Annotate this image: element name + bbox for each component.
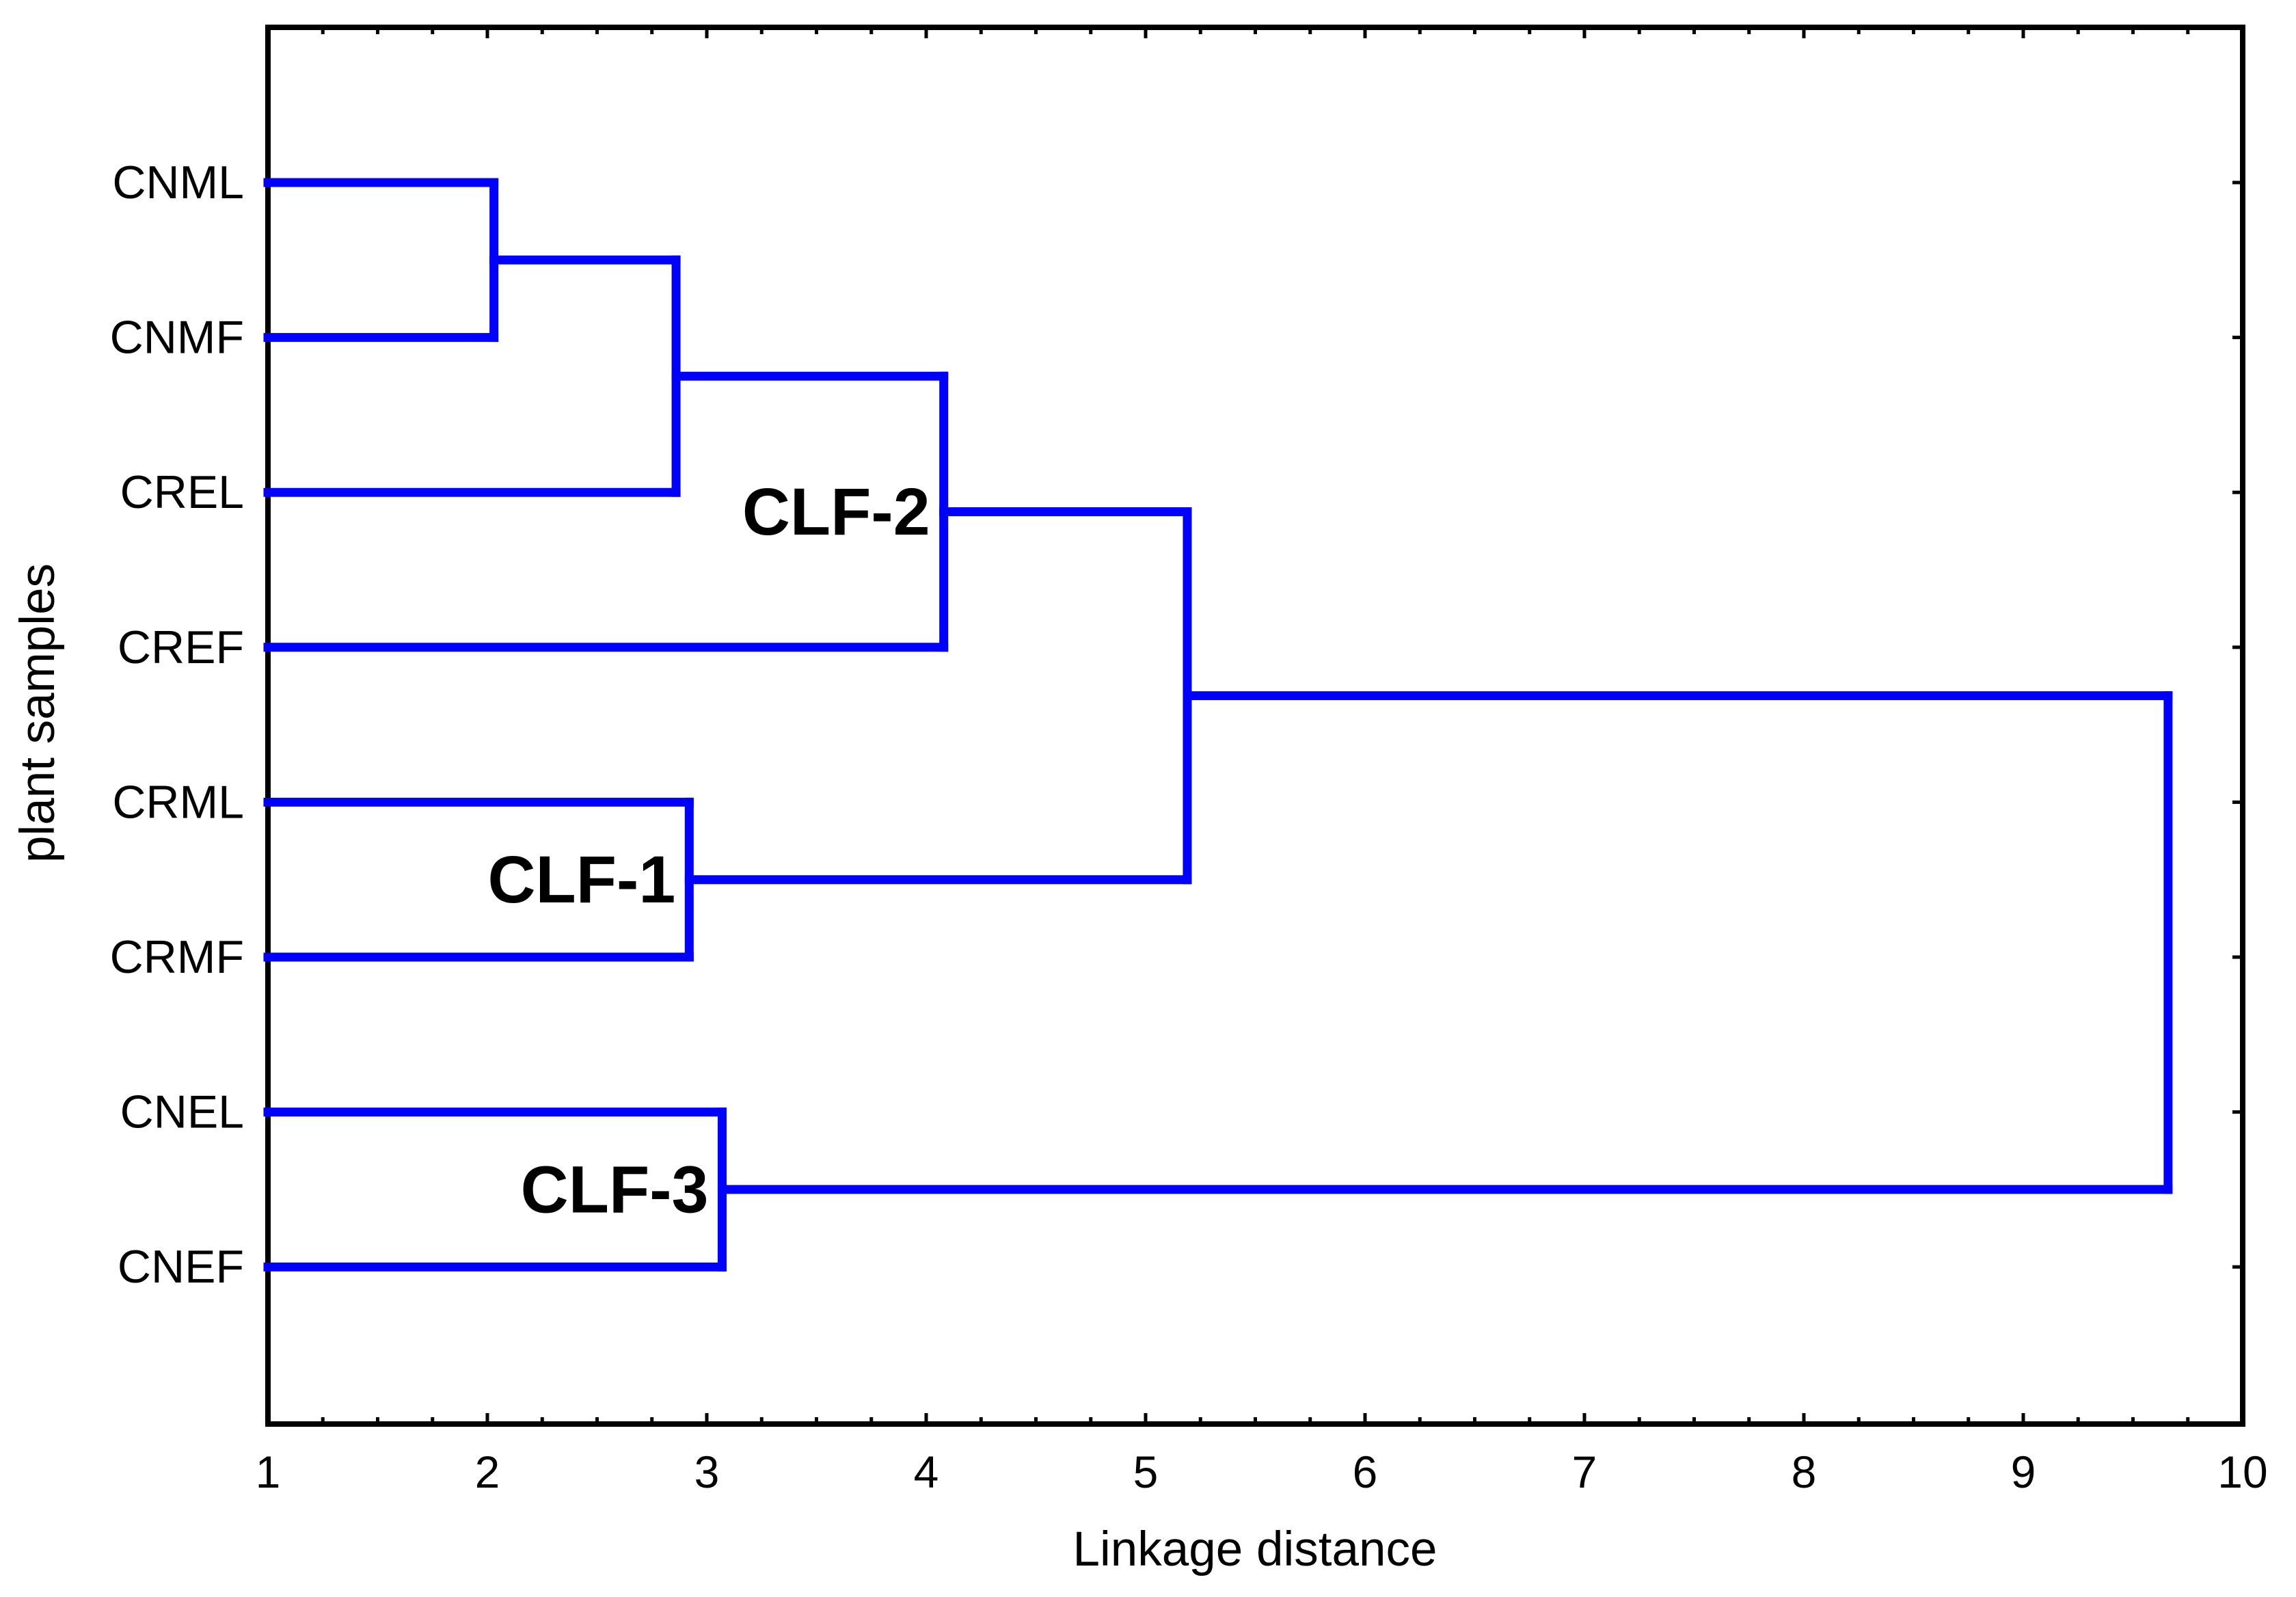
leaf-label: CNML [112,157,244,209]
leaf-label: CNMF [110,312,244,364]
leaf-label: CREF [118,621,244,673]
cluster-label: CLF-3 [521,1152,709,1226]
leaf-label: CRML [112,776,244,828]
leaf-label: CRMF [110,931,244,983]
labels-layer: 1 2 3 4 5 6 7 8 9 10 CNML CNMF CREL CREF CRML CRMF CNEL C… [110,157,2268,1497]
y-axis-title: plant samples [11,563,65,863]
x-axis-title: Linkage distance [1073,1522,1437,1576]
dendrogram-tree [263,178,2173,1272]
leaf-label: CREL [120,466,244,518]
x-tick-label: 5 [1133,1447,1159,1497]
x-tick-label: 6 [1353,1447,1378,1497]
cluster-label: CLF-2 [742,474,930,549]
x-tick-label: 4 [914,1447,939,1497]
leaf-label: CNEL [120,1086,244,1138]
leaf-label: CNEF [118,1241,244,1293]
x-tick-label: 2 [475,1447,500,1497]
x-tick-label: 8 [1792,1447,1817,1497]
cluster-label: CLF-1 [488,842,676,917]
x-tick-label: 9 [2011,1447,2036,1497]
x-tick-label: 7 [1572,1447,1597,1497]
x-tick-label: 3 [694,1447,720,1497]
x-tick-label: 1 [256,1447,281,1497]
x-tick-label: 10 [2217,1447,2267,1497]
